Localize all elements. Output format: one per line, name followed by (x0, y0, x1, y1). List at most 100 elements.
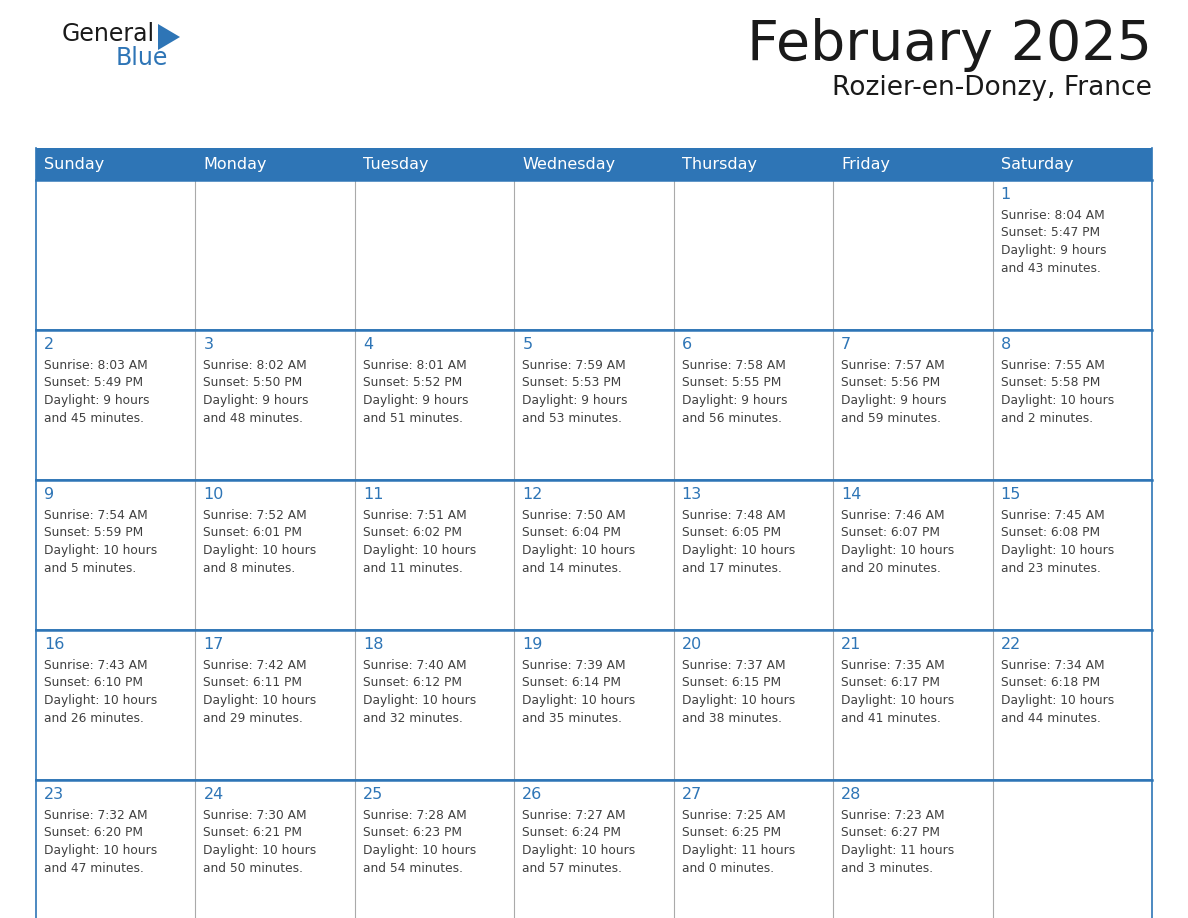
Text: Daylight: 10 hours: Daylight: 10 hours (362, 844, 476, 857)
Text: Sunrise: 7:40 AM: Sunrise: 7:40 AM (362, 659, 467, 672)
Bar (833, 180, 992, 330)
Bar (992, 630, 1152, 780)
Bar (674, 780, 833, 918)
Text: Sunset: 6:24 PM: Sunset: 6:24 PM (523, 826, 621, 839)
Text: Sunrise: 7:35 AM: Sunrise: 7:35 AM (841, 659, 944, 672)
Text: 19: 19 (523, 637, 543, 652)
Text: Daylight: 10 hours: Daylight: 10 hours (362, 694, 476, 707)
Bar (355, 330, 514, 480)
Text: Sunrise: 7:23 AM: Sunrise: 7:23 AM (841, 809, 944, 822)
Text: 4: 4 (362, 337, 373, 352)
Text: 11: 11 (362, 487, 384, 502)
Text: Sunrise: 7:30 AM: Sunrise: 7:30 AM (203, 809, 307, 822)
Text: Sunset: 5:58 PM: Sunset: 5:58 PM (1000, 376, 1100, 389)
Text: 18: 18 (362, 637, 384, 652)
Bar (514, 480, 674, 630)
Bar (355, 480, 514, 630)
Text: Daylight: 9 hours: Daylight: 9 hours (203, 394, 309, 407)
Text: Thursday: Thursday (682, 156, 757, 172)
Text: Tuesday: Tuesday (362, 156, 429, 172)
Text: and 48 minutes.: and 48 minutes. (203, 411, 303, 424)
Text: Sunrise: 7:25 AM: Sunrise: 7:25 AM (682, 809, 785, 822)
Text: Sunrise: 8:02 AM: Sunrise: 8:02 AM (203, 359, 308, 372)
Text: and 56 minutes.: and 56 minutes. (682, 411, 782, 424)
Text: Daylight: 10 hours: Daylight: 10 hours (523, 844, 636, 857)
Polygon shape (158, 24, 181, 50)
Text: 7: 7 (841, 337, 852, 352)
Text: and 20 minutes.: and 20 minutes. (841, 562, 941, 575)
Text: Sunrise: 7:28 AM: Sunrise: 7:28 AM (362, 809, 467, 822)
Bar (674, 630, 833, 780)
Text: Sunset: 5:59 PM: Sunset: 5:59 PM (44, 527, 144, 540)
Text: 13: 13 (682, 487, 702, 502)
Text: and 17 minutes.: and 17 minutes. (682, 562, 782, 575)
Bar (514, 630, 674, 780)
Text: Sunset: 6:02 PM: Sunset: 6:02 PM (362, 527, 462, 540)
Text: Daylight: 10 hours: Daylight: 10 hours (682, 694, 795, 707)
Text: and 45 minutes.: and 45 minutes. (44, 411, 144, 424)
Bar (514, 330, 674, 480)
Text: Daylight: 10 hours: Daylight: 10 hours (841, 694, 954, 707)
Text: and 11 minutes.: and 11 minutes. (362, 562, 463, 575)
Text: 20: 20 (682, 637, 702, 652)
Text: 3: 3 (203, 337, 214, 352)
Text: Daylight: 11 hours: Daylight: 11 hours (682, 844, 795, 857)
Text: Daylight: 10 hours: Daylight: 10 hours (1000, 694, 1114, 707)
Text: Sunset: 6:20 PM: Sunset: 6:20 PM (44, 826, 143, 839)
Text: 10: 10 (203, 487, 223, 502)
Text: 1: 1 (1000, 187, 1011, 202)
Text: 15: 15 (1000, 487, 1020, 502)
Text: Sunrise: 7:52 AM: Sunrise: 7:52 AM (203, 509, 308, 522)
Text: 8: 8 (1000, 337, 1011, 352)
Text: and 23 minutes.: and 23 minutes. (1000, 562, 1100, 575)
Bar (674, 180, 833, 330)
Bar (36, 148, 1152, 180)
Text: Sunrise: 8:03 AM: Sunrise: 8:03 AM (44, 359, 147, 372)
Bar (196, 630, 355, 780)
Text: and 8 minutes.: and 8 minutes. (203, 562, 296, 575)
Text: and 47 minutes.: and 47 minutes. (44, 861, 144, 875)
Text: Sunrise: 7:51 AM: Sunrise: 7:51 AM (362, 509, 467, 522)
Text: 26: 26 (523, 787, 543, 802)
Text: Sunset: 6:15 PM: Sunset: 6:15 PM (682, 677, 781, 689)
Text: Rozier-en-Donzy, France: Rozier-en-Donzy, France (832, 75, 1152, 101)
Text: Daylight: 10 hours: Daylight: 10 hours (362, 544, 476, 557)
Bar (36, 780, 196, 918)
Bar (36, 480, 196, 630)
Text: Sunrise: 7:34 AM: Sunrise: 7:34 AM (1000, 659, 1104, 672)
Text: Sunrise: 7:37 AM: Sunrise: 7:37 AM (682, 659, 785, 672)
Bar (514, 780, 674, 918)
Text: Sunset: 6:04 PM: Sunset: 6:04 PM (523, 527, 621, 540)
Text: and 50 minutes.: and 50 minutes. (203, 861, 303, 875)
Text: and 57 minutes.: and 57 minutes. (523, 861, 623, 875)
Text: Sunrise: 7:43 AM: Sunrise: 7:43 AM (44, 659, 147, 672)
Text: Sunrise: 7:45 AM: Sunrise: 7:45 AM (1000, 509, 1105, 522)
Bar (833, 480, 992, 630)
Text: Sunset: 5:49 PM: Sunset: 5:49 PM (44, 376, 143, 389)
Text: Sunset: 6:07 PM: Sunset: 6:07 PM (841, 527, 940, 540)
Bar (992, 780, 1152, 918)
Bar (196, 780, 355, 918)
Text: Sunrise: 7:32 AM: Sunrise: 7:32 AM (44, 809, 147, 822)
Text: Sunset: 6:27 PM: Sunset: 6:27 PM (841, 826, 940, 839)
Bar (514, 180, 674, 330)
Text: Daylight: 9 hours: Daylight: 9 hours (44, 394, 150, 407)
Text: Sunset: 5:50 PM: Sunset: 5:50 PM (203, 376, 303, 389)
Text: Sunrise: 7:54 AM: Sunrise: 7:54 AM (44, 509, 147, 522)
Text: Daylight: 10 hours: Daylight: 10 hours (1000, 544, 1114, 557)
Text: Sunset: 5:52 PM: Sunset: 5:52 PM (362, 376, 462, 389)
Text: Sunrise: 7:58 AM: Sunrise: 7:58 AM (682, 359, 785, 372)
Text: Daylight: 10 hours: Daylight: 10 hours (44, 844, 157, 857)
Text: and 44 minutes.: and 44 minutes. (1000, 711, 1100, 724)
Text: Sunrise: 7:46 AM: Sunrise: 7:46 AM (841, 509, 944, 522)
Text: Daylight: 9 hours: Daylight: 9 hours (523, 394, 627, 407)
Bar (196, 330, 355, 480)
Text: and 41 minutes.: and 41 minutes. (841, 711, 941, 724)
Bar (36, 180, 196, 330)
Text: Sunset: 6:12 PM: Sunset: 6:12 PM (362, 677, 462, 689)
Text: and 2 minutes.: and 2 minutes. (1000, 411, 1093, 424)
Text: Monday: Monday (203, 156, 267, 172)
Text: Sunrise: 7:50 AM: Sunrise: 7:50 AM (523, 509, 626, 522)
Bar (992, 330, 1152, 480)
Text: Sunrise: 7:39 AM: Sunrise: 7:39 AM (523, 659, 626, 672)
